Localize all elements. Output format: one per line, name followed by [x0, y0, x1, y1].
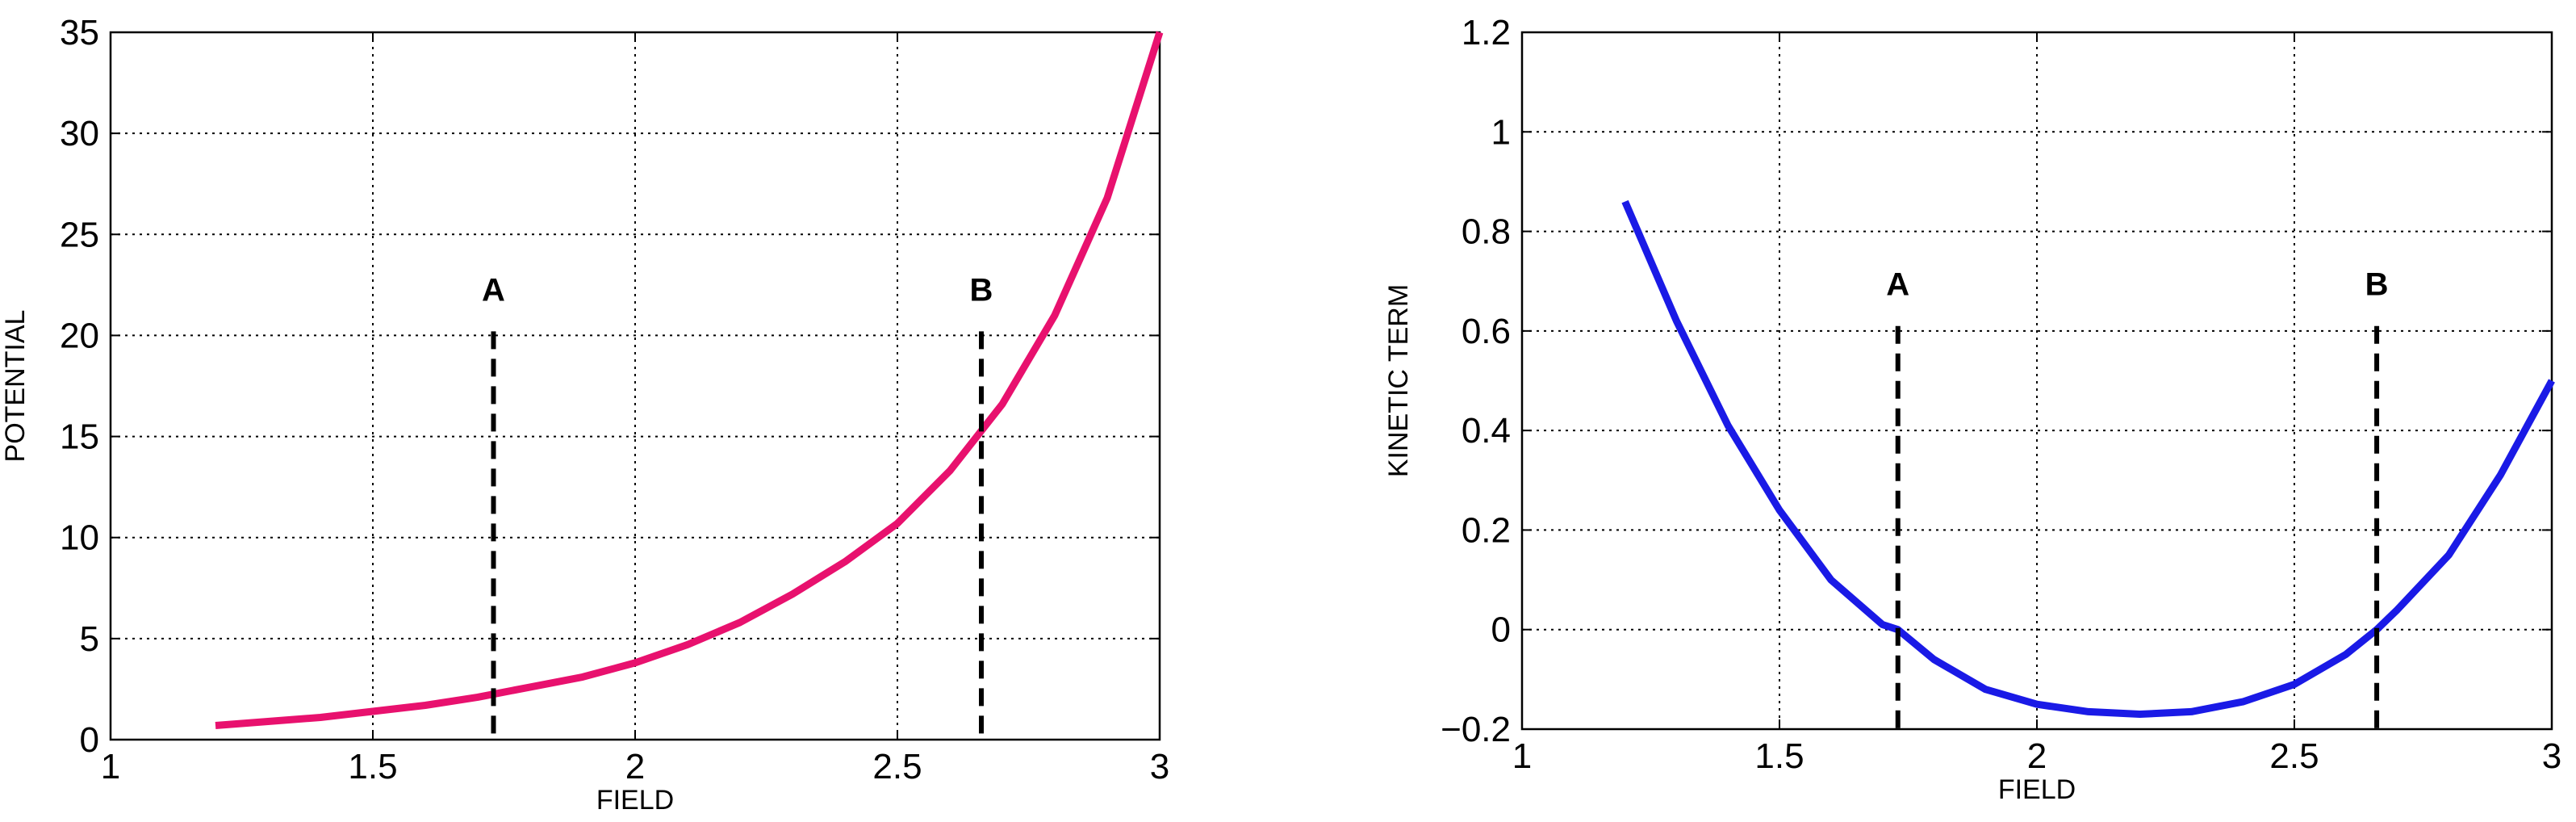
x-tick-label: 3	[1150, 747, 1169, 786]
y-tick-label: 0	[1491, 610, 1511, 650]
y-tick-label: 0.4	[1462, 411, 1511, 451]
y-tick-label: 35	[60, 13, 99, 52]
x-tick-label: 2	[2027, 736, 2047, 776]
marker-b-label: B	[970, 272, 993, 308]
x-axis-label: FIELD	[596, 785, 674, 816]
y-tick-label: 0.8	[1462, 212, 1511, 252]
x-tick-label: 1	[1512, 736, 1532, 776]
axes-frame	[109, 31, 1161, 741]
marker-a-label: A	[1886, 267, 1909, 303]
x-tick-label: 1	[101, 747, 120, 786]
x-tick-label: 2.5	[872, 747, 922, 786]
kinetic-term-chart: 1 1.5 2 2.5 3 −0.2 0 0.2 0.4 0.6 0.8 1 1.2 FIELD KINET…	[1383, 13, 2561, 805]
x-tick-label: 2	[625, 747, 645, 786]
y-tick-label: 30	[60, 114, 99, 153]
series-line	[215, 31, 1164, 729]
y-tick-label: 20	[60, 316, 99, 355]
x-tick-label: 3	[2542, 736, 2561, 776]
y-tick-label: 1.2	[1462, 13, 1511, 52]
y-tick-label: 0.2	[1462, 510, 1511, 550]
x-tick-label: 1.5	[348, 747, 397, 786]
y-axis-label: KINETIC TERM	[1383, 284, 1414, 477]
y-tick-label: 1	[1491, 112, 1511, 152]
marker-a-label: A	[482, 272, 505, 308]
y-axis-label: POTENTIAL	[0, 310, 31, 463]
marker-b-label: B	[2365, 267, 2389, 303]
y-tick-label: 25	[60, 215, 99, 254]
y-tick-label: 0	[80, 720, 99, 760]
x-axis-label: FIELD	[1998, 774, 2076, 805]
axes-frame	[1520, 31, 2553, 731]
y-tick-label: 10	[60, 518, 99, 558]
x-tick-label: 1.5	[1754, 736, 1804, 776]
y-tick-label: 15	[60, 417, 99, 457]
y-tick-label: −0.2	[1441, 710, 1511, 749]
x-tick-label: 2.5	[2269, 736, 2319, 776]
series-line	[1621, 199, 2555, 718]
y-tick-label: 0.6	[1462, 312, 1511, 351]
y-tick-label: 5	[80, 619, 99, 659]
